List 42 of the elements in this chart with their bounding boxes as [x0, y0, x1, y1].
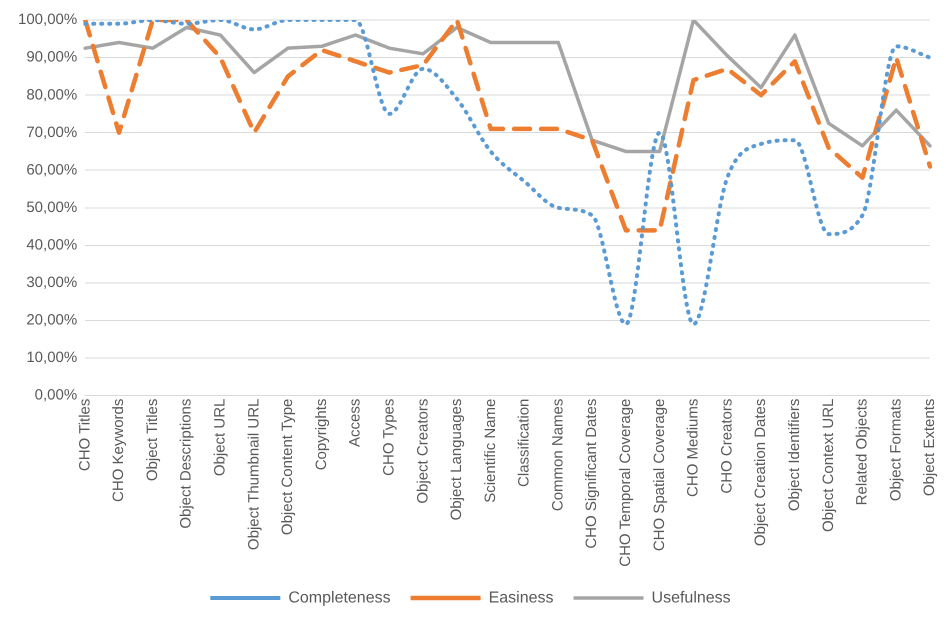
x-tick-label: Object Creation Dates [752, 398, 770, 546]
y-tick-label: 20,00% [26, 312, 78, 329]
legend-label: Completeness [288, 589, 391, 606]
x-tick-label: CHO Significant Dates [583, 398, 600, 549]
legend-label: Usefulness [652, 589, 731, 606]
y-tick-label: 10,00% [26, 349, 78, 366]
x-tick-label: CHO Spatial Coverage [650, 398, 668, 552]
x-tick-label: Related Objects [854, 398, 871, 506]
x-tick-label: Copyrights [312, 398, 330, 470]
x-tick-label: Object Formats [887, 398, 904, 502]
x-tick-label: Object Identifiers [786, 398, 803, 512]
y-tick-label: 30,00% [26, 274, 78, 292]
y-tick-label: 0,00% [34, 386, 78, 404]
x-tick-label: CHO Mediums [684, 398, 702, 497]
x-tick-label: Object Extents [921, 398, 938, 496]
line-series [82, 20, 932, 233]
x-tick-label: CHO Types [380, 398, 398, 476]
x-tick-label: Object Content Type [279, 398, 296, 536]
x-tick-label: CHO Titles [76, 398, 94, 472]
x-tick-label: Object Thumbnail URL [245, 398, 262, 550]
y-tick-label: 90,00% [26, 48, 78, 66]
x-tick-label: Object Titles [144, 398, 161, 482]
y-tick-label: 50,00% [26, 198, 78, 216]
y-tick-label: 80,00% [26, 86, 78, 104]
x-tick-label: Object Languages [448, 398, 466, 520]
x-tick-label: CHO Temporal Coverage [617, 398, 634, 567]
x-tick-label: Access [346, 398, 364, 447]
y-tick-label: 40,00% [26, 236, 78, 254]
line-series [83, 20, 932, 326]
x-tick-label: Classification [516, 398, 533, 487]
x-tick-label: Object Descriptions [178, 398, 195, 529]
x-tick-label: Scientific Name [482, 398, 499, 503]
y-tick-label: 60,00% [26, 161, 78, 178]
x-tick-label: Object URL [212, 398, 229, 476]
legend-label: Easiness [488, 589, 554, 606]
x-tick-label: CHO Keywords [110, 398, 128, 502]
y-tick-label: 70,00% [26, 124, 78, 141]
y-tick-label: 100,00% [18, 11, 78, 28]
x-tick-label: CHO Creators [718, 398, 736, 494]
x-tick-label: Object Creators [414, 398, 432, 504]
x-tick-label: Common Names [549, 398, 566, 512]
x-tick-label: Object Context URL [820, 398, 837, 532]
